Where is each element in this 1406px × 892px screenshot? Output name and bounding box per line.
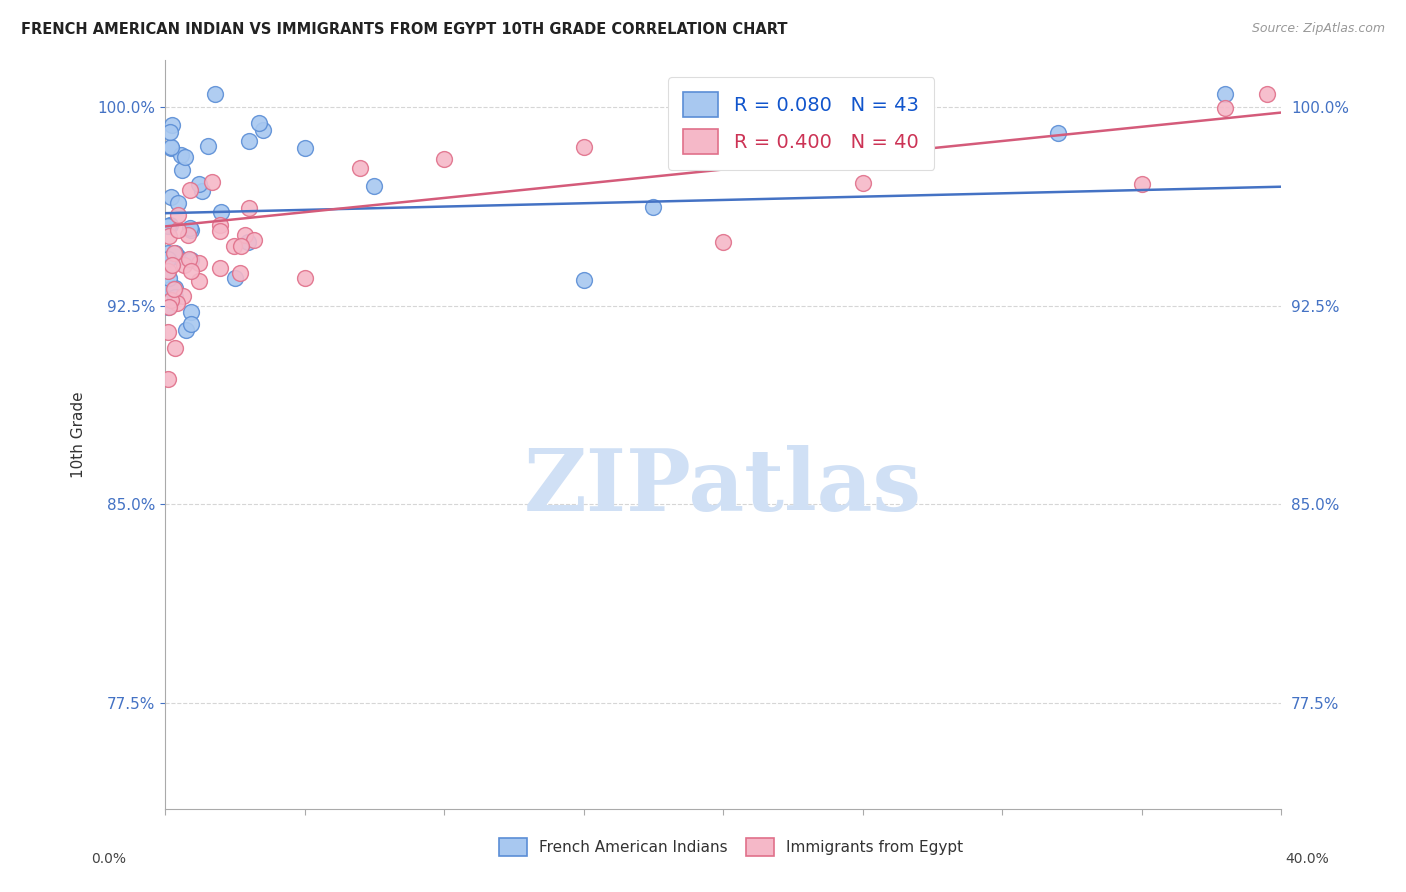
Point	[572, 140, 595, 154]
Point	[156, 300, 179, 314]
Point	[363, 179, 385, 194]
Text: Source: ZipAtlas.com: Source: ZipAtlas.com	[1251, 22, 1385, 36]
Point	[229, 239, 252, 253]
Point	[156, 264, 179, 278]
Point	[433, 153, 456, 167]
Point	[187, 274, 209, 288]
Point	[188, 177, 211, 191]
Point	[209, 261, 232, 276]
Point	[294, 271, 316, 285]
Point	[156, 372, 179, 386]
Point	[157, 271, 180, 285]
Text: ZIPatlas: ZIPatlas	[524, 445, 922, 529]
Point	[170, 148, 193, 162]
Point	[197, 139, 219, 153]
Point	[572, 273, 595, 287]
Text: FRENCH AMERICAN INDIAN VS IMMIGRANTS FROM EGYPT 10TH GRADE CORRELATION CHART: FRENCH AMERICAN INDIAN VS IMMIGRANTS FRO…	[21, 22, 787, 37]
Point	[180, 318, 202, 332]
Point	[209, 225, 232, 239]
Point	[247, 116, 270, 130]
Point	[167, 208, 190, 222]
Point	[643, 200, 665, 214]
Point	[243, 233, 266, 247]
Point	[294, 141, 316, 155]
Point	[163, 282, 186, 296]
Point	[157, 229, 180, 244]
Point	[224, 271, 246, 285]
Point	[187, 256, 209, 270]
Text: 0.0%: 0.0%	[91, 852, 127, 866]
Point	[852, 176, 875, 190]
Point	[180, 305, 202, 319]
Point	[349, 161, 371, 176]
Point	[180, 222, 202, 236]
Point	[1256, 87, 1278, 101]
Point	[156, 252, 179, 267]
Point	[208, 218, 231, 232]
Point	[170, 162, 193, 177]
Point	[179, 183, 201, 197]
Point	[1213, 101, 1236, 115]
Point	[1046, 126, 1069, 140]
Point	[165, 281, 187, 295]
Point	[159, 282, 181, 296]
Point	[174, 323, 197, 337]
Point	[160, 139, 183, 153]
Point	[180, 252, 202, 267]
Point	[173, 258, 195, 272]
Point	[252, 123, 274, 137]
Point	[159, 141, 181, 155]
Point	[238, 201, 260, 215]
Point	[163, 342, 186, 356]
Text: 40.0%: 40.0%	[1285, 852, 1329, 866]
Point	[180, 263, 202, 277]
Point	[711, 120, 734, 135]
Point	[177, 227, 200, 242]
Y-axis label: 10th Grade: 10th Grade	[72, 391, 86, 477]
Point	[166, 195, 188, 210]
Point	[163, 246, 186, 260]
Point	[160, 293, 183, 307]
Point	[233, 228, 256, 243]
Point	[157, 301, 180, 315]
Point	[711, 235, 734, 249]
Point	[167, 251, 190, 265]
Point	[156, 326, 179, 340]
Point	[160, 258, 183, 272]
Point	[204, 87, 226, 101]
Point	[201, 174, 224, 188]
Point	[156, 245, 179, 260]
Point	[163, 245, 186, 260]
Point	[222, 239, 245, 253]
Point	[166, 296, 188, 310]
Point	[159, 218, 181, 232]
Point	[159, 190, 181, 204]
Point	[177, 252, 200, 266]
Point	[229, 266, 252, 280]
Point	[191, 184, 214, 198]
Legend: French American Indians, Immigrants from Egypt: French American Indians, Immigrants from…	[494, 832, 969, 862]
Point	[163, 290, 186, 304]
Point	[174, 150, 197, 164]
Point	[209, 205, 232, 219]
Point	[160, 118, 183, 132]
Point	[236, 235, 259, 249]
Point	[238, 134, 260, 148]
Point	[172, 289, 194, 303]
Point	[1130, 177, 1153, 191]
Point	[159, 124, 181, 138]
Point	[156, 219, 179, 234]
Point	[1213, 87, 1236, 101]
Legend: R = 0.080   N = 43, R = 0.400   N = 40: R = 0.080 N = 43, R = 0.400 N = 40	[668, 77, 935, 169]
Point	[179, 221, 201, 235]
Point	[166, 223, 188, 237]
